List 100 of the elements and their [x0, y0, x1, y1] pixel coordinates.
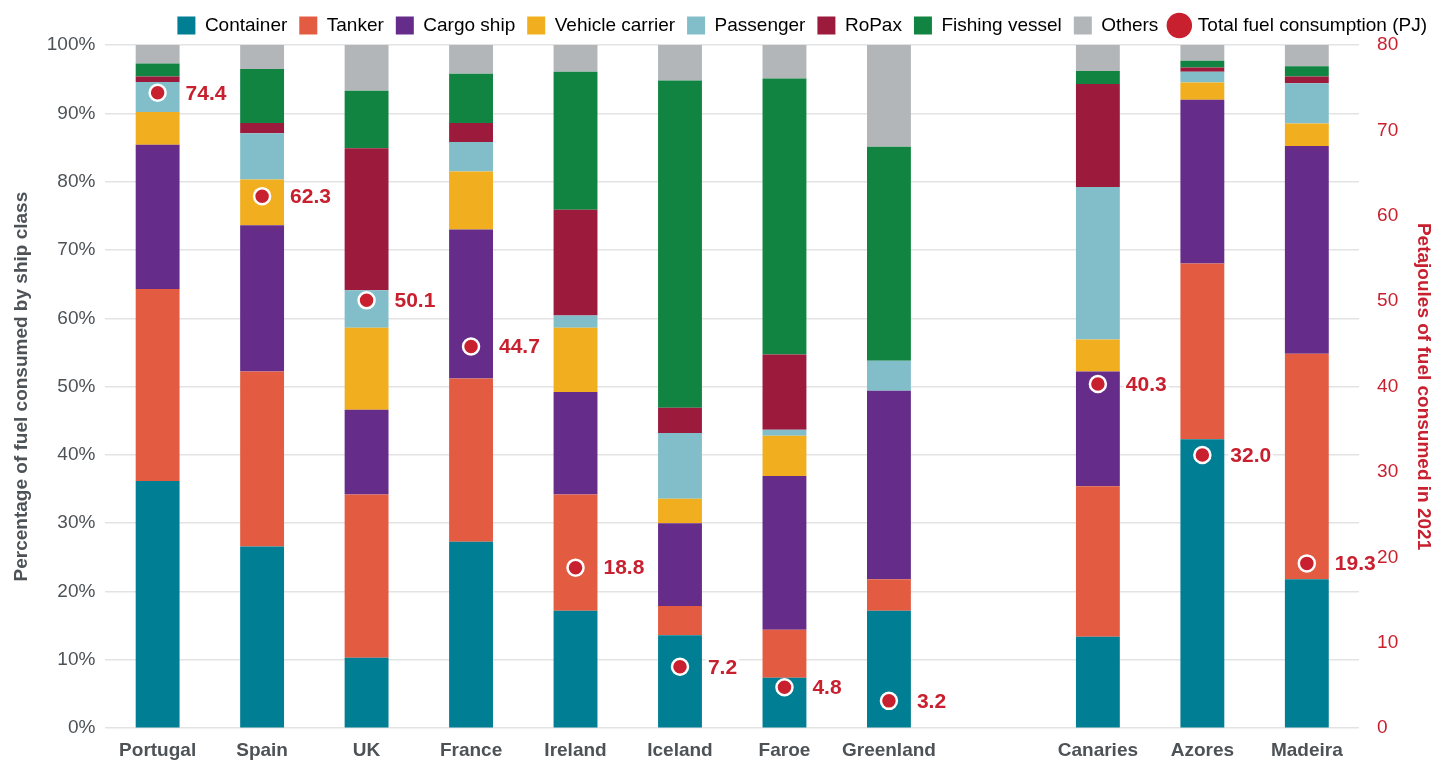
point	[879, 691, 899, 711]
legend-label: Fishing vessel	[941, 13, 1062, 35]
point	[1297, 554, 1317, 573]
y2-tick-label: 0	[1377, 716, 1388, 738]
bar	[449, 73, 493, 123]
legend-label: Tanker	[326, 13, 385, 35]
bar	[762, 78, 807, 355]
bar	[135, 45, 180, 64]
y2-tick-label: 10	[1377, 631, 1399, 653]
bar	[449, 229, 493, 379]
data-label: 18.8	[603, 555, 645, 579]
bar	[449, 378, 493, 542]
bar	[658, 45, 702, 81]
data-label: 32.0	[1230, 442, 1272, 466]
bar	[1284, 83, 1329, 124]
y2-tick-label: 70	[1377, 118, 1399, 140]
y2-tick-label: 50	[1377, 289, 1399, 311]
legend-label: RoPax	[844, 13, 903, 35]
bar	[658, 498, 702, 524]
x-tick-label: Azores	[1170, 738, 1235, 760]
bar	[240, 371, 285, 547]
bar	[1284, 123, 1329, 147]
bar	[658, 635, 702, 728]
bar	[1180, 263, 1225, 440]
bar	[1180, 60, 1225, 68]
y-tick-label: 40%	[57, 443, 96, 465]
bar	[762, 45, 807, 79]
bar	[240, 45, 285, 69]
point	[566, 558, 585, 577]
bar	[1284, 66, 1329, 77]
point	[670, 657, 690, 676]
bar	[658, 407, 702, 434]
x-tick-label: France	[439, 738, 503, 760]
bar	[762, 435, 807, 477]
bar	[344, 327, 389, 410]
bar	[553, 209, 598, 316]
bar	[553, 315, 598, 328]
bar	[1284, 45, 1329, 67]
bar	[1075, 339, 1120, 372]
bar	[762, 629, 807, 678]
bar	[135, 76, 180, 82]
bar	[240, 225, 285, 372]
x-tick-label: Madeira	[1270, 738, 1344, 760]
x-tick-label: Faroe	[758, 738, 811, 760]
y-tick-label: 60%	[57, 306, 96, 328]
bar	[762, 476, 807, 630]
bar	[1180, 71, 1225, 83]
bar	[1075, 486, 1120, 637]
point	[1088, 374, 1108, 394]
bar	[344, 409, 389, 495]
bar	[1284, 146, 1329, 354]
bar	[867, 579, 911, 611]
bar	[344, 657, 389, 728]
x-tick-label: Greenland	[841, 738, 936, 760]
bar	[1075, 636, 1120, 728]
y-tick-label: 80%	[57, 169, 96, 191]
bar	[1075, 187, 1120, 340]
data-label: 19.3	[1334, 551, 1376, 575]
bar	[1180, 99, 1225, 264]
bar	[1284, 579, 1329, 728]
y-axis-title: Percentage of fuel consumed by ship class	[9, 191, 31, 582]
legend-label: Passenger	[714, 13, 807, 35]
x-tick-label: Iceland	[647, 738, 713, 760]
data-label: 3.2	[916, 688, 947, 712]
y-tick-label: 50%	[57, 374, 96, 396]
bar	[1075, 45, 1120, 71]
bar	[553, 392, 598, 495]
bar	[135, 63, 180, 77]
bar	[867, 45, 911, 147]
bar	[553, 71, 598, 210]
data-label: 50.1	[394, 288, 436, 312]
bar	[553, 494, 598, 611]
y-tick-label: 70%	[57, 238, 96, 260]
bar	[553, 327, 598, 393]
y-tick-label: 90%	[57, 101, 96, 123]
bar	[658, 523, 702, 606]
x-tick-label: Canaries	[1057, 738, 1139, 760]
legend-label: Total fuel consumption (PJ)	[1197, 13, 1428, 35]
bar	[553, 45, 598, 72]
bar	[1180, 67, 1225, 72]
bar	[1284, 353, 1329, 580]
bar	[344, 494, 389, 658]
bar	[240, 546, 285, 728]
bar	[449, 142, 493, 172]
bar	[449, 122, 493, 143]
bar	[1075, 371, 1120, 487]
bar	[762, 354, 807, 430]
bar	[135, 144, 180, 289]
bar	[449, 541, 493, 728]
y2-tick-label: 40	[1377, 374, 1399, 396]
bar	[240, 68, 285, 123]
y2-tick-label: 20	[1377, 545, 1399, 567]
legend-label: Others	[1101, 13, 1159, 35]
y2-tick-label: 60	[1377, 204, 1399, 226]
data-label: 7.2	[707, 654, 738, 678]
y-tick-label: 10%	[57, 648, 96, 670]
bar	[1180, 439, 1225, 728]
bar	[867, 360, 911, 391]
point	[775, 677, 794, 697]
bar	[240, 133, 285, 180]
